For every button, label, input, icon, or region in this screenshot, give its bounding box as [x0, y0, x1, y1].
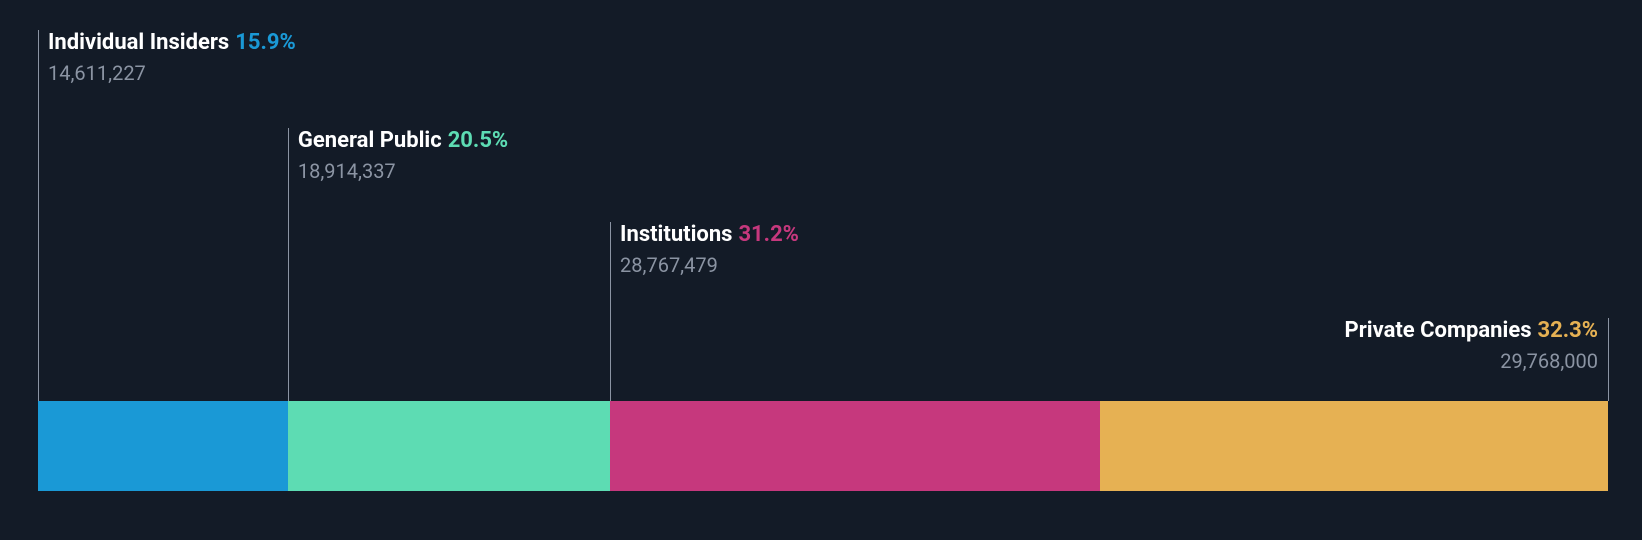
- label-private-companies: Private Companies 32.3% 29,768,000: [1345, 318, 1598, 373]
- label-title-institutions: Institutions: [620, 222, 732, 247]
- label-individual-insiders: Individual Insiders 15.9% 14,611,227: [48, 30, 296, 85]
- bar-segment-institutions[interactable]: [610, 401, 1100, 491]
- connector-institutions: [610, 222, 611, 401]
- bar-segment-private-companies[interactable]: [1100, 401, 1608, 491]
- bar-segment-general-public[interactable]: [288, 401, 610, 491]
- connector-private-companies: [1608, 318, 1609, 401]
- label-percent-individual-insiders: 15.9%: [235, 30, 296, 55]
- label-title-private-companies: Private Companies: [1345, 318, 1532, 343]
- label-percent-institutions: 31.2%: [738, 222, 799, 247]
- label-percent-general-public: 20.5%: [448, 128, 509, 153]
- bar-segment-individual-insiders[interactable]: [38, 401, 288, 491]
- label-value-institutions: 28,767,479: [620, 253, 799, 277]
- ownership-breakdown-chart: Individual Insiders 15.9% 14,611,227 Gener…: [0, 0, 1642, 540]
- connector-individual-insiders: [38, 30, 39, 401]
- label-value-private-companies: 29,768,000: [1345, 349, 1598, 373]
- label-value-general-public: 18,914,337: [298, 159, 508, 183]
- label-institutions: Institutions 31.2% 28,767,479: [620, 222, 799, 277]
- label-percent-private-companies: 32.3%: [1537, 318, 1598, 343]
- ownership-bar: [38, 401, 1608, 491]
- connector-general-public: [288, 128, 289, 401]
- label-general-public: General Public 20.5% 18,914,337: [298, 128, 508, 183]
- label-title-individual-insiders: Individual Insiders: [48, 30, 229, 55]
- label-title-general-public: General Public: [298, 128, 442, 153]
- label-value-individual-insiders: 14,611,227: [48, 61, 296, 85]
